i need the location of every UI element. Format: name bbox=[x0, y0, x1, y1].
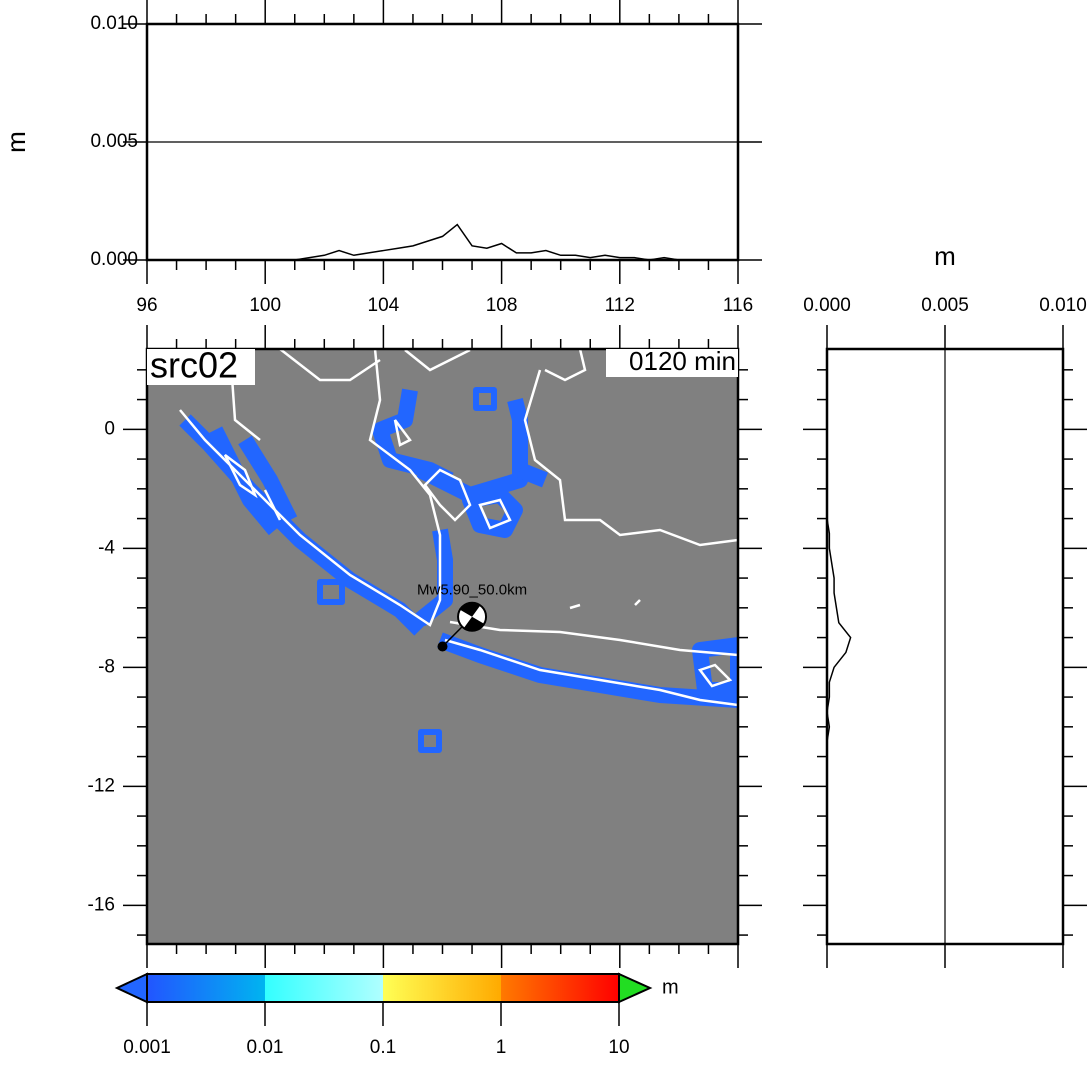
colorbar-under bbox=[114, 972, 148, 1004]
colorbar-label: m bbox=[662, 976, 679, 998]
x-tick-label: 0.010 bbox=[1039, 295, 1087, 316]
wave-patch bbox=[418, 729, 442, 753]
time-box bbox=[606, 349, 738, 377]
x-tick-label: 100 bbox=[249, 295, 281, 316]
x-tick-label: 0.000 bbox=[803, 295, 851, 316]
wave-band bbox=[692, 637, 738, 698]
colorbar-tick-label: 1 bbox=[496, 1037, 507, 1058]
map-labels: src02 0120 min bbox=[147, 345, 738, 386]
wave-patch bbox=[473, 387, 497, 411]
x-tick-label: 104 bbox=[368, 295, 400, 316]
x-tick-label: 116 bbox=[723, 295, 753, 316]
x-tick-label: 96 bbox=[136, 295, 157, 316]
x-axis-label: m bbox=[934, 241, 956, 271]
title-box bbox=[147, 349, 255, 385]
coastline bbox=[697, 663, 733, 688]
wave-band bbox=[415, 528, 453, 627]
time-label: 0120 min bbox=[629, 346, 736, 376]
colorbar-segment bbox=[501, 974, 619, 1002]
colorbar-segment bbox=[147, 974, 265, 1002]
wave-band bbox=[372, 388, 528, 503]
x-tick-label: 112 bbox=[605, 295, 635, 316]
map-title: src02 bbox=[150, 345, 238, 386]
colorbar-segment bbox=[265, 974, 383, 1002]
wave-band bbox=[207, 426, 298, 536]
coastline bbox=[444, 620, 738, 707]
coastline bbox=[423, 468, 512, 530]
data-line bbox=[265, 223, 738, 261]
event-label: Mw5.90_50.0km bbox=[417, 582, 527, 599]
colorbar-over bbox=[618, 972, 653, 1004]
beachball-quadrant bbox=[460, 603, 485, 631]
wave-patch bbox=[317, 579, 345, 605]
colorbar-tick-label: 0.1 bbox=[370, 1037, 396, 1058]
colorbar-segment bbox=[383, 974, 501, 1002]
y-tick-label: 0.000 bbox=[90, 249, 138, 270]
x-tick-label: 0.005 bbox=[921, 295, 969, 316]
coastline bbox=[179, 349, 442, 627]
y-tick-label: -12 bbox=[88, 775, 115, 796]
y-tick-label: -8 bbox=[98, 656, 115, 677]
data-line bbox=[826, 518, 852, 742]
y-tick-label: -4 bbox=[98, 537, 115, 558]
coastline bbox=[393, 349, 641, 610]
y-tick-label: 0 bbox=[104, 418, 115, 439]
colorbar-tick-label: 0.01 bbox=[247, 1037, 284, 1058]
wave-band bbox=[437, 632, 738, 708]
y-tick-label: -16 bbox=[88, 894, 115, 915]
y-axis-label: m bbox=[1, 131, 31, 153]
coastlines bbox=[179, 349, 738, 707]
coastline bbox=[279, 349, 381, 382]
map-layer bbox=[147, 349, 738, 944]
colorbar-tick-label: 0.001 bbox=[123, 1037, 171, 1058]
x-tick-label: 108 bbox=[486, 295, 518, 316]
coastline bbox=[523, 349, 738, 547]
epicenter bbox=[437, 641, 448, 652]
colorbar-tick-label: 10 bbox=[608, 1037, 629, 1058]
y-tick-label: 0.010 bbox=[90, 13, 138, 34]
coastline bbox=[223, 454, 282, 521]
y-tick-label: 0.005 bbox=[90, 131, 138, 152]
